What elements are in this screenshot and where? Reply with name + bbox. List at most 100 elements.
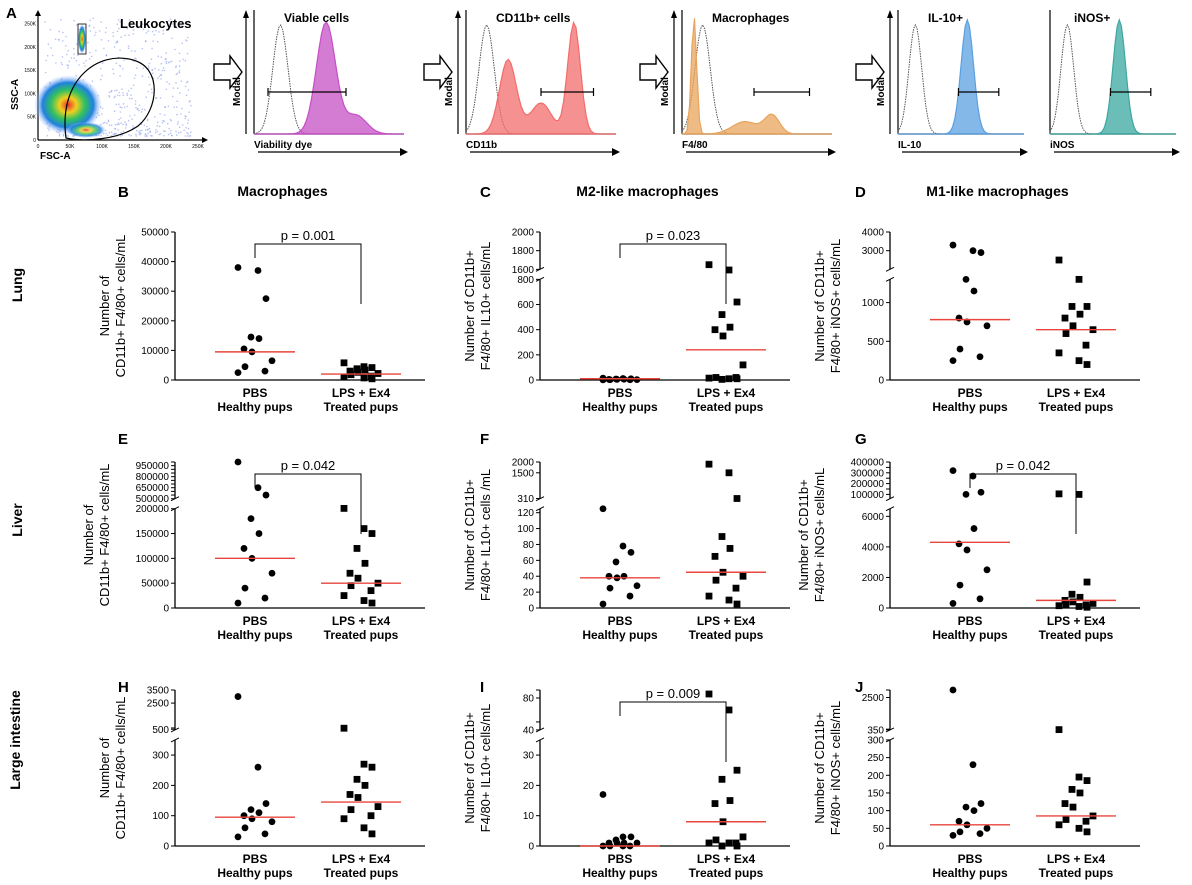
event-dot	[146, 125, 148, 128]
event-dot	[101, 74, 103, 77]
group-label: PBS	[608, 852, 633, 866]
panel-title: Macrophages	[237, 183, 327, 199]
event-dot	[77, 54, 79, 57]
data-point	[354, 368, 362, 376]
histogram-y-label: Modal	[444, 77, 455, 106]
event-dot	[154, 116, 156, 118]
group-label: LPS + Ex4	[332, 614, 391, 628]
event-dot	[187, 119, 190, 121]
event-dot	[187, 133, 190, 135]
data-point	[1075, 275, 1083, 283]
data-point	[255, 335, 263, 342]
y-tick-label: 120	[517, 508, 534, 519]
event-dot	[75, 43, 78, 45]
y-tick-label: 300	[152, 751, 169, 762]
y-tick-label: 200	[867, 771, 884, 782]
event-dot	[175, 106, 178, 108]
data-point	[360, 824, 368, 832]
event-dot	[154, 131, 157, 134]
data-point	[240, 345, 248, 353]
data-point	[970, 525, 978, 532]
event-dot	[115, 62, 118, 65]
event-dot	[95, 31, 97, 34]
event-dot	[190, 104, 192, 107]
event-dot	[176, 26, 178, 29]
event-dot	[144, 40, 147, 42]
y-tick-label: 2500	[862, 693, 885, 704]
data-point	[361, 781, 369, 789]
event-dot	[145, 96, 147, 98]
y-tick-label: 30	[523, 751, 535, 762]
event-dot	[133, 114, 136, 116]
event-dot	[46, 54, 49, 57]
data-point	[247, 515, 255, 523]
event-dot	[141, 47, 144, 50]
event-dot	[160, 62, 163, 65]
event-dot	[181, 42, 183, 44]
dot-plot-x-arrow	[202, 137, 208, 143]
event-dot	[112, 68, 114, 70]
event-dot	[119, 49, 121, 51]
data-point	[705, 839, 713, 847]
significance-bracket	[619, 243, 727, 304]
event-dot	[151, 69, 153, 72]
group-label: PBS	[243, 614, 268, 628]
data-point	[347, 806, 355, 814]
data-point	[626, 592, 634, 600]
data-point	[234, 833, 242, 841]
event-dot	[148, 62, 151, 65]
event-dot	[104, 121, 106, 124]
data-point	[711, 800, 719, 807]
histogram-title: IL-10+	[928, 11, 963, 25]
panel-H: H 0 100 200 300 500 2500 3500 Number of CD11b+ F4…	[97, 679, 425, 880]
histogram-y-arrow	[243, 10, 249, 18]
group-sublabel: Treated pups	[689, 866, 764, 880]
event-dot	[127, 119, 130, 122]
data-point	[340, 504, 348, 512]
control-histogram	[253, 24, 337, 135]
data-point	[955, 817, 963, 825]
data-point	[949, 241, 957, 249]
event-dot	[89, 51, 91, 54]
y-tick-label: 20	[523, 588, 535, 599]
event-dot	[136, 67, 138, 69]
y-axis-label: F4/80+ IL10+ cells/mL	[478, 242, 493, 371]
event-dot	[159, 97, 162, 99]
axis-break-mark	[535, 506, 545, 512]
gating-arrow-icon	[855, 53, 885, 91]
event-dot	[186, 80, 189, 83]
data-point	[711, 552, 719, 560]
event-dot	[184, 115, 186, 117]
data-point	[255, 809, 263, 817]
y-axis-label: Number of	[97, 275, 112, 336]
event-dot	[108, 91, 111, 93]
data-point	[367, 812, 375, 820]
event-dot	[119, 111, 122, 113]
y-tick-label: 0	[163, 376, 169, 387]
y-axis-label: Number of	[81, 504, 96, 565]
event-dot	[84, 65, 86, 67]
data-point	[247, 333, 255, 341]
y-tick-label: 2000	[512, 458, 535, 469]
histogram-title: iNOS+	[1074, 11, 1110, 25]
event-dot	[126, 92, 128, 95]
event-dot	[113, 110, 116, 112]
event-dot	[177, 132, 180, 134]
data-point	[1061, 800, 1069, 807]
event-dot	[185, 127, 187, 129]
data-point	[955, 540, 963, 548]
y-tick-label: 2000	[512, 228, 535, 239]
significance-bracket	[254, 473, 362, 534]
event-dot	[189, 135, 192, 137]
dot-plot-y-tick: 200K	[24, 45, 36, 51]
dot-plot-x-tick: 150K	[128, 144, 140, 150]
y-tick-label: 50	[873, 824, 885, 835]
event-dot	[141, 75, 144, 77]
data-point	[599, 376, 607, 384]
y-axis-label: F4/80+ IL10+ cells /mL	[478, 469, 493, 601]
event-dot	[118, 123, 120, 126]
event-dot	[165, 88, 168, 91]
data-point	[956, 828, 964, 836]
event-dot	[188, 111, 190, 113]
event-dot	[93, 26, 95, 29]
